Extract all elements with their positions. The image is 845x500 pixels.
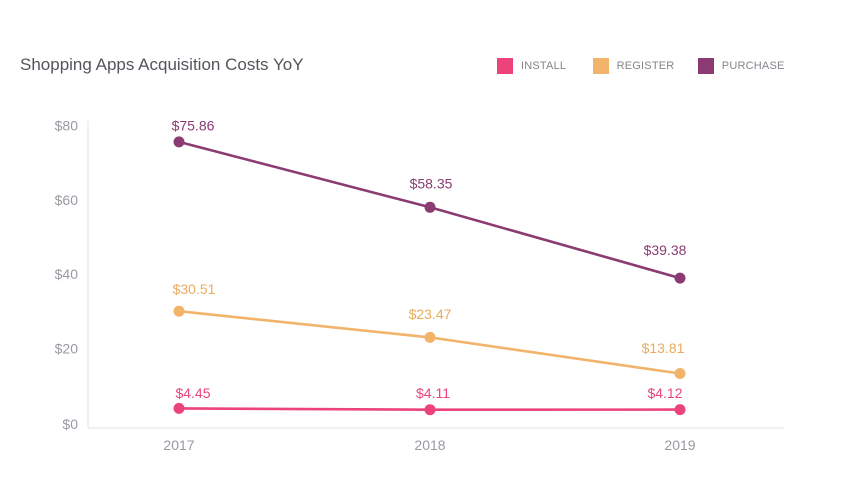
svg-text:2017: 2017 — [163, 437, 194, 453]
svg-text:$4.12: $4.12 — [647, 385, 682, 401]
svg-text:2019: 2019 — [664, 437, 695, 453]
svg-text:$20: $20 — [55, 340, 79, 356]
svg-text:$23.47: $23.47 — [409, 306, 452, 322]
svg-text:$40: $40 — [55, 266, 79, 282]
svg-text:$39.38: $39.38 — [644, 242, 687, 258]
svg-text:$30.51: $30.51 — [173, 281, 216, 297]
svg-text:$0: $0 — [62, 416, 78, 432]
svg-text:$58.35: $58.35 — [410, 176, 453, 192]
svg-text:2018: 2018 — [414, 437, 445, 453]
svg-text:$4.11: $4.11 — [416, 385, 450, 401]
svg-text:$75.86: $75.86 — [172, 117, 215, 133]
svg-text:$80: $80 — [55, 118, 79, 134]
svg-text:$60: $60 — [55, 192, 79, 208]
svg-text:$4.45: $4.45 — [175, 385, 210, 401]
svg-text:$13.81: $13.81 — [642, 340, 685, 356]
